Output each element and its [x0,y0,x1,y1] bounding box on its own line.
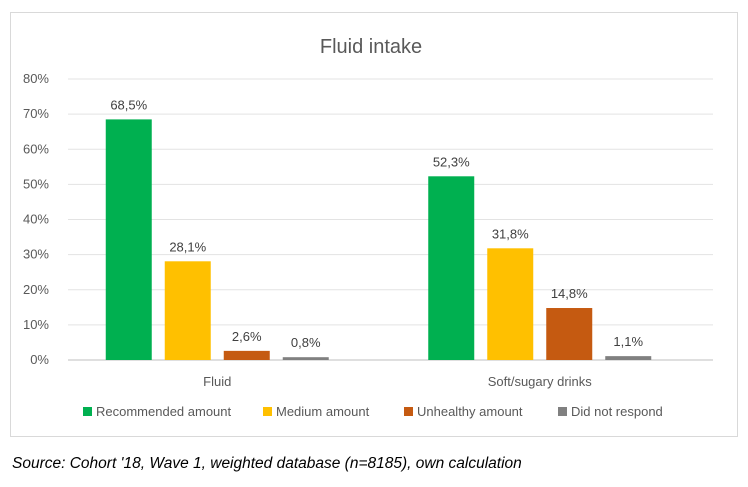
bar [223,350,270,360]
y-tick-label: 20% [23,282,49,297]
legend-swatch [263,407,272,416]
legend-swatch [558,407,567,416]
y-tick-label: 80% [23,71,49,86]
bar [487,248,534,360]
data-label: 68,5% [110,97,147,112]
data-label: 52,3% [433,154,470,169]
legend: Recommended amount Medium amount Unhealthy… [83,404,663,419]
data-label: 0,8% [291,335,321,350]
data-label: 14,8% [551,286,588,301]
bar [282,357,329,360]
legend-label: Recommended amount [96,404,232,419]
bar [546,308,593,360]
x-category-label: Soft/sugary drinks [488,374,593,389]
y-tick-label: 0% [30,352,49,367]
y-tick-label: 30% [23,247,49,262]
bar-chart: Fluid intake 0%10%20%30%40%50%60%70%80% … [23,36,713,419]
legend-label: Did not respond [571,404,663,419]
x-category-label: Fluid [203,374,231,389]
legend-label: Unhealthy amount [417,404,523,419]
y-axis-ticks: 0% 10% 20% 30% 40% 50% 60% 70% 80% [23,71,49,367]
chart-title: Fluid intake [320,36,422,58]
bar [605,356,652,360]
data-label: 28,1% [169,239,206,254]
y-tick-label: 60% [23,141,49,156]
bar [428,176,475,360]
legend-swatch [404,407,413,416]
data-label: 2,6% [232,329,262,344]
chart-container: Fluid intake 0% 10% 20% 30% 40% 50% 60% 70% 80% … [10,12,738,437]
legend-label: Medium amount [276,404,370,419]
x-axis-categories: Fluid Soft/sugary drinks [203,374,592,389]
bar [164,261,211,360]
y-tick-label: 10% [23,317,49,332]
data-label: 31,8% [492,226,529,241]
bars [105,119,652,360]
source-note: Source: Cohort '18, Wave 1, weighted dat… [12,455,522,472]
data-label: 1,1% [613,334,643,349]
y-tick-label: 50% [23,176,49,191]
y-tick-label: 40% [23,212,49,227]
data-labels: 68,5% 28,1% 2,6% 0,8% 52,3% 31,8% 14,8% 1,1% [110,97,643,350]
y-tick-label: 70% [23,106,49,121]
bar [105,119,152,360]
legend-swatch [83,407,92,416]
